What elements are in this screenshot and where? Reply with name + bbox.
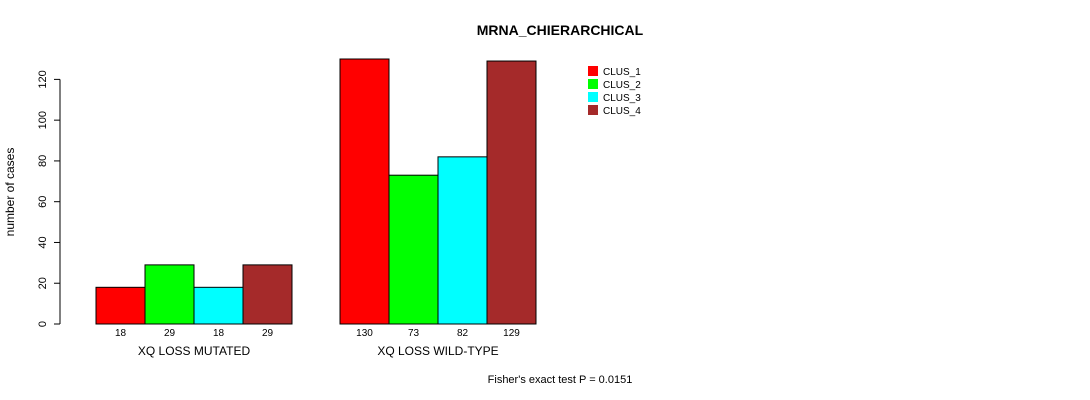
y-tick-label: 0 bbox=[37, 321, 49, 327]
bar-clus-4-wild-type bbox=[486, 60, 537, 325]
fisher-test-label: Fisher's exact test P = 0.0151 bbox=[488, 374, 633, 386]
bars: 18 29 18 29 XQ LOSS MUTATED 130 73 82 129 XQ LOSS… bbox=[95, 58, 537, 358]
bar-count-label: 18 bbox=[115, 328, 127, 339]
y-tick-label: 60 bbox=[37, 196, 49, 208]
y-tick-label: 20 bbox=[37, 277, 49, 289]
bar-clus-3-wild-type bbox=[437, 156, 488, 325]
category-label: XQ LOSS WILD-TYPE bbox=[377, 344, 498, 358]
bar-clus-3-mutated bbox=[193, 286, 244, 325]
bar-clus-2-wild-type bbox=[388, 174, 439, 325]
category-label: XQ LOSS MUTATED bbox=[138, 344, 251, 358]
bar-count-label: 129 bbox=[503, 328, 520, 339]
bar-count-label: 18 bbox=[213, 328, 225, 339]
legend: CLUS_1 CLUS_2 CLUS_3 CLUS_4 bbox=[588, 66, 641, 117]
bar-count-label: 29 bbox=[262, 328, 274, 339]
y-tick-label: 40 bbox=[37, 236, 49, 248]
legend-label: CLUS_2 bbox=[603, 80, 641, 91]
bar-clus-1-mutated bbox=[95, 286, 146, 325]
bar-clus-2-mutated bbox=[144, 264, 195, 325]
legend-swatch bbox=[588, 92, 598, 102]
legend-label: CLUS_4 bbox=[603, 106, 641, 117]
y-axis: 0 20 40 60 80 100 120 bbox=[37, 70, 61, 327]
legend-swatch bbox=[588, 79, 598, 89]
bar-count-label: 130 bbox=[356, 328, 373, 339]
y-tick-label: 120 bbox=[37, 70, 49, 88]
legend-label: CLUS_1 bbox=[603, 67, 641, 78]
bar-count-label: 73 bbox=[408, 328, 420, 339]
bar-count-label: 82 bbox=[457, 328, 469, 339]
legend-swatch bbox=[588, 105, 598, 115]
legend-swatch bbox=[588, 66, 598, 76]
y-axis-label: number of cases bbox=[3, 148, 17, 237]
chart-title: MRNA_CHIERARCHICAL bbox=[477, 22, 644, 38]
bar-clus-4-mutated bbox=[242, 264, 293, 325]
bar-count-label: 29 bbox=[164, 328, 176, 339]
y-tick-label: 100 bbox=[37, 111, 49, 129]
y-tick-label: 80 bbox=[37, 155, 49, 167]
bar-clus-1-wild-type bbox=[339, 58, 390, 325]
legend-label: CLUS_3 bbox=[603, 93, 641, 104]
